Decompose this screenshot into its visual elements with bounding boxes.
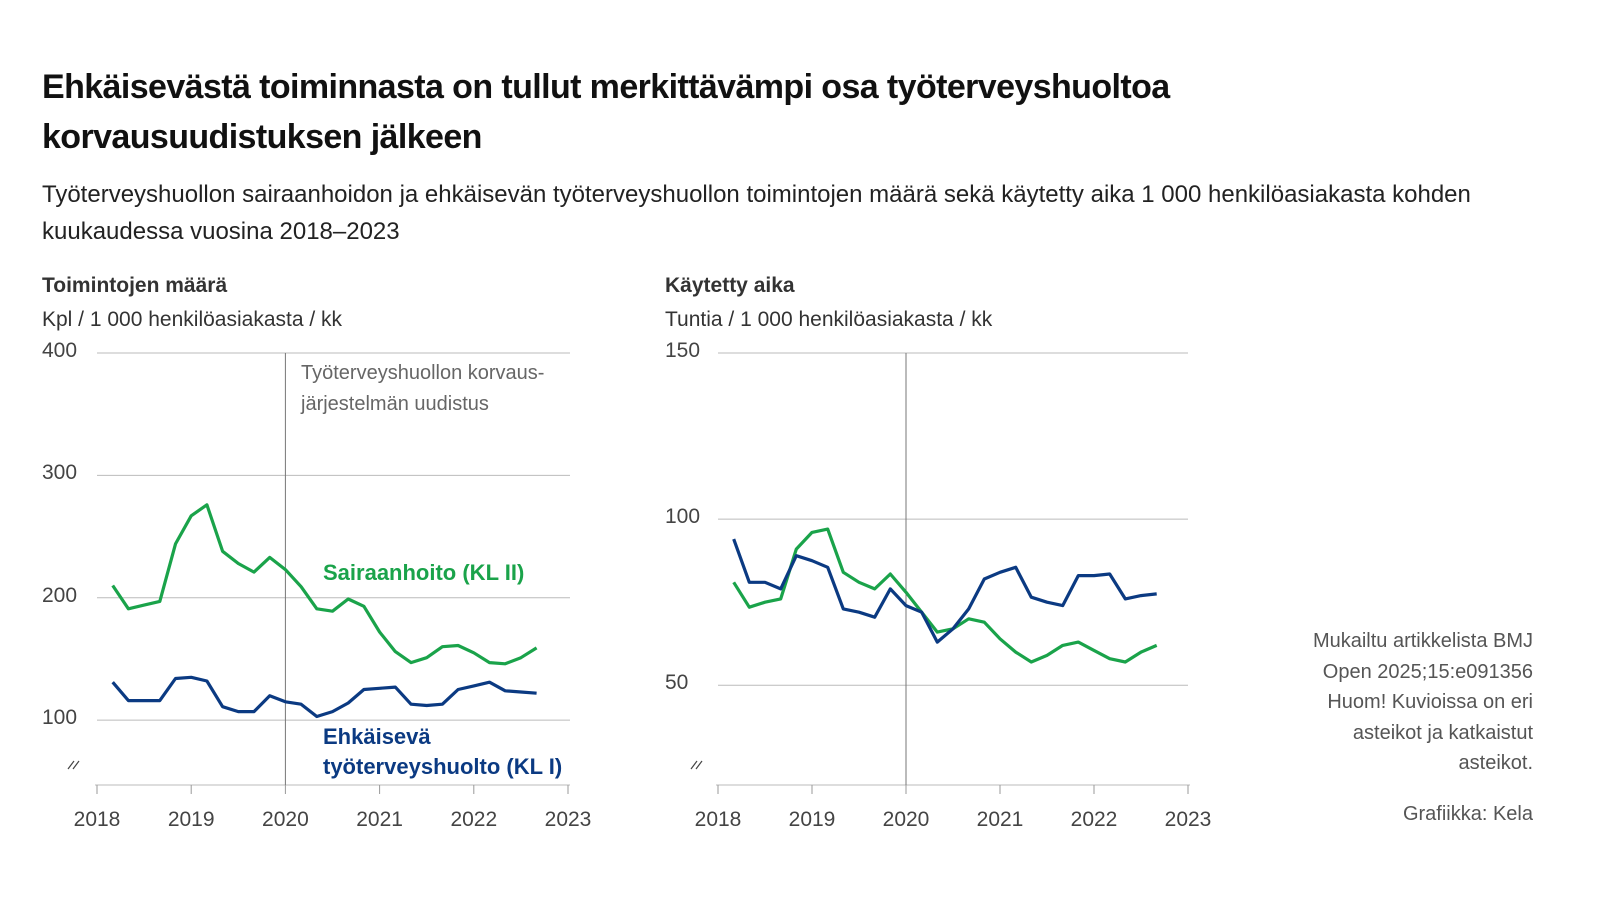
series-line [732,527,1158,664]
source-note: asteikot ja katkaistut [1352,721,1533,744]
y-tick-label: 300 [42,461,78,485]
credit: Grafiikka: Kela [1402,803,1533,825]
x-tick-label: 2023 [1164,808,1212,831]
x-tick-label: 2019 [788,808,836,831]
chart-title: Toimintojen määrä [42,274,228,297]
source-note: Huom! Kuvioissa on eri [1327,691,1533,713]
x-tick-label: 2022 [1070,808,1118,831]
y-axis-label: Kpl / 1 000 henkilöasiakasta / kk [42,308,343,331]
x-tick-label: 2021 [976,808,1024,831]
y-tick-label: 200 [42,583,78,607]
x-tick-label: 2019 [167,808,215,831]
series-line [732,538,1157,644]
series-label: Sairaanhoito (KL II) [323,560,525,585]
source-note: Mukailtu artikkelista BMJ [1312,630,1533,652]
y-tick-label: 50 [665,671,689,695]
axis-break [690,760,703,770]
title: Ehkäisevästä toiminnasta on tullut merki… [42,68,1170,156]
axis-break [67,760,80,770]
x-tick-label: 2022 [450,808,498,831]
y-tick-label: 150 [665,339,701,362]
y-tick-label: 400 [42,339,78,362]
x-tick-label: 2020 [262,808,309,831]
y-axis-label: Tuntia / 1 000 henkilöasiakasta / kk [665,308,993,331]
annotation: Työterveyshuollon korvaus- [301,362,545,384]
source-note: asteikot. [1458,752,1533,774]
x-tick-label: 2018 [694,808,742,831]
chart-title: Käytetty aika [665,274,795,297]
annotation: järjestelmän uudistus [301,393,489,415]
source-note: Open 2025;15:e091356 [1322,660,1533,683]
y-tick-label: 100 [42,706,78,730]
series-line [111,675,537,719]
subtitle: Työterveyshuollon sairaanhoidon ja ehkäi… [42,181,1471,245]
y-tick-label: 100 [665,505,701,529]
series-label: Ehkäisevä työterveyshuolto (KL I) [323,724,563,779]
series-line [111,503,538,666]
x-tick-label: 2018 [73,808,121,831]
x-tick-label: 2021 [356,808,403,831]
x-tick-label: 2020 [882,808,930,831]
x-tick-label: 2023 [544,808,592,831]
